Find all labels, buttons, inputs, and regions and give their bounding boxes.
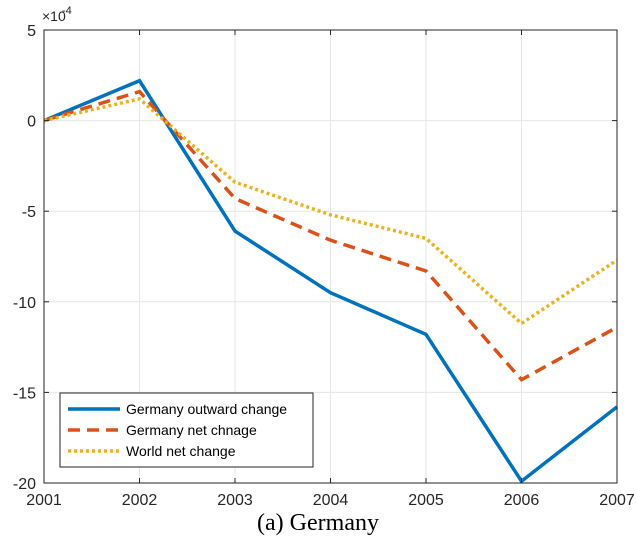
y-tick-label: -10	[13, 295, 36, 312]
x-tick-label: 2002	[122, 492, 158, 509]
y-tick-label: -20	[13, 476, 36, 493]
x-tick-label: 2004	[313, 492, 349, 509]
legend: Germany outward change Germany net chnage…	[59, 392, 314, 468]
legend-label-0: Germany outward change	[126, 401, 287, 417]
y-tick-label: 5	[27, 23, 36, 40]
x-tick-label: 2006	[504, 492, 540, 509]
legend-label-1: Germany net chnage	[126, 422, 257, 438]
y-tick-label: -5	[22, 204, 36, 221]
y-exponent-power: -4	[62, 5, 72, 17]
x-tick-label: 2001	[26, 492, 62, 509]
figure-caption: (a) Germany	[257, 510, 379, 536]
series-line-1	[43, 89, 618, 382]
y-tick-label: -15	[13, 385, 36, 402]
axis-ticks: 2001 2002 2003 2004 2005 2006 2007 5 0 -5 -10 -15 -2…	[13, 23, 635, 509]
legend-label-2: World net change	[126, 443, 236, 459]
y-tick-label: 0	[27, 114, 36, 131]
legend-box	[59, 392, 314, 468]
x-tick-label: 2007	[599, 492, 635, 509]
y-exponent-label: ×10	[42, 8, 66, 24]
series-line-2	[43, 96, 618, 326]
x-tick-label: 2005	[408, 492, 444, 509]
x-tick-label: 2003	[217, 492, 253, 509]
